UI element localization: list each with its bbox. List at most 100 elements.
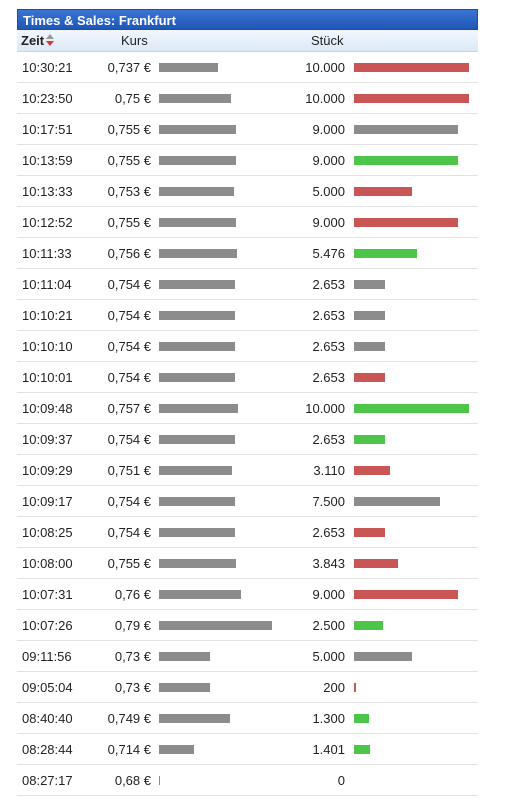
trade-row: 10:12:52 0,755 € 9.000: [17, 207, 478, 238]
column-header-price[interactable]: Kurs: [121, 33, 148, 48]
trade-quantity: 5.000: [312, 649, 345, 664]
trade-row: 10:11:33 0,756 € 5.476: [17, 238, 478, 269]
quantity-bar: [354, 156, 458, 165]
trade-row: 10:17:51 0,755 € 9.000: [17, 114, 478, 145]
trade-time: 10:09:48: [22, 401, 73, 416]
trade-price: 0,754 €: [107, 494, 151, 509]
quantity-bar: [354, 497, 440, 506]
quantity-bar: [354, 683, 356, 692]
price-bar: [159, 776, 160, 785]
trade-row: 10:08:00 0,755 € 3.843: [17, 548, 478, 579]
trade-row: 10:13:33 0,753 € 5.000: [17, 176, 478, 207]
price-bar: [159, 435, 235, 444]
trade-price: 0,749 €: [107, 711, 151, 726]
trade-time: 10:10:10: [22, 339, 73, 354]
trade-row: 10:09:17 0,754 € 7.500: [17, 486, 478, 517]
price-bar: [159, 373, 235, 382]
trade-price: 0,714 €: [107, 742, 151, 757]
trade-price: 0,751 €: [107, 463, 151, 478]
trade-price: 0,75 €: [114, 91, 151, 106]
trade-time: 10:08:00: [22, 556, 73, 571]
trade-row: 10:11:04 0,754 € 2.653: [17, 269, 478, 300]
trade-time: 10:11:04: [22, 277, 72, 292]
trade-row: 10:23:50 0,75 € 10.000: [17, 83, 478, 114]
trade-quantity: 2.653: [312, 308, 345, 323]
trade-time: 10:09:29: [22, 463, 73, 478]
trade-price: 0,737 €: [107, 60, 151, 75]
quantity-bar: [354, 280, 385, 289]
trade-quantity: 0: [337, 773, 345, 788]
trade-time: 08:27:17: [22, 773, 73, 788]
trade-time: 09:11:56: [22, 649, 72, 664]
quantity-bar: [354, 466, 390, 475]
trade-time: 10:07:31: [22, 587, 73, 602]
price-bar: [159, 311, 235, 320]
trade-price: 0,754 €: [107, 525, 151, 540]
trade-quantity: 9.000: [312, 122, 345, 137]
price-bar: [159, 94, 231, 103]
trade-row: 10:30:21 0,737 € 10.000: [17, 52, 478, 83]
price-bar: [159, 652, 210, 661]
trade-time: 10:30:21: [22, 60, 73, 75]
quantity-bar: [354, 218, 458, 227]
trade-price: 0,757 €: [107, 401, 151, 416]
trade-quantity: 9.000: [312, 587, 345, 602]
quantity-bar: [354, 63, 469, 72]
trade-row: 10:10:10 0,754 € 2.653: [17, 331, 478, 362]
trade-row: 10:13:59 0,755 € 9.000: [17, 145, 478, 176]
price-bar: [159, 559, 236, 568]
price-bar: [159, 528, 235, 537]
column-header-quantity[interactable]: Stück: [311, 33, 344, 48]
trade-row: 10:10:21 0,754 € 2.653: [17, 300, 478, 331]
trade-time: 08:28:44: [22, 742, 73, 757]
trade-row: 10:10:01 0,754 € 2.653: [17, 362, 478, 393]
quantity-bar: [354, 342, 385, 351]
quantity-bar: [354, 249, 417, 258]
quantity-bar: [354, 745, 370, 754]
trade-price: 0,756 €: [107, 246, 151, 261]
price-bar: [159, 187, 234, 196]
quantity-bar: [354, 187, 412, 196]
trade-price: 0,755 €: [107, 153, 151, 168]
trades-list: 10:30:21 0,737 € 10.000 10:23:50 0,75 € 10.00…: [17, 52, 478, 796]
trade-price: 0,755 €: [107, 556, 151, 571]
trade-quantity: 1.401: [312, 742, 345, 757]
price-bar: [159, 497, 235, 506]
trade-price: 0,73 €: [114, 649, 151, 664]
column-header-row: Zeit Kurs Stück: [17, 30, 478, 52]
trade-row: 10:09:37 0,754 € 2.653: [17, 424, 478, 455]
trade-time: 10:08:25: [22, 525, 73, 540]
quantity-bar: [354, 94, 469, 103]
trade-quantity: 7.500: [312, 494, 345, 509]
trade-quantity: 2.653: [312, 370, 345, 385]
trade-quantity: 2.653: [312, 277, 345, 292]
trade-row: 08:27:17 0,68 € 0: [17, 765, 478, 796]
trade-price: 0,754 €: [107, 339, 151, 354]
trade-time: 10:09:17: [22, 494, 73, 509]
trade-row: 10:09:29 0,751 € 3.110: [17, 455, 478, 486]
trade-quantity: 5.000: [312, 184, 345, 199]
trade-price: 0,754 €: [107, 432, 151, 447]
price-bar: [159, 249, 237, 258]
sort-descending-icon: [46, 34, 55, 46]
trade-quantity: 1.300: [312, 711, 345, 726]
trade-time: 10:12:52: [22, 215, 73, 230]
trade-price: 0,755 €: [107, 122, 151, 137]
trade-row: 10:08:25 0,754 € 2.653: [17, 517, 478, 548]
trade-price: 0,73 €: [114, 680, 151, 695]
quantity-bar: [354, 621, 383, 630]
price-bar: [159, 683, 210, 692]
quantity-bar: [354, 528, 385, 537]
trade-row: 10:07:26 0,79 € 2.500: [17, 610, 478, 641]
column-header-time[interactable]: Zeit: [21, 33, 55, 48]
trade-row: 09:11:56 0,73 € 5.000: [17, 641, 478, 672]
trade-price: 0,79 €: [114, 618, 151, 633]
price-bar: [159, 621, 272, 630]
trade-time: 09:05:04: [22, 680, 73, 695]
times-and-sales-widget: Times & Sales: Frankfurt Zeit Kurs Stück…: [17, 9, 478, 796]
price-bar: [159, 280, 235, 289]
price-bar: [159, 404, 238, 413]
trade-quantity: 3.110: [313, 463, 345, 478]
price-bar: [159, 156, 236, 165]
quantity-bar: [354, 714, 369, 723]
